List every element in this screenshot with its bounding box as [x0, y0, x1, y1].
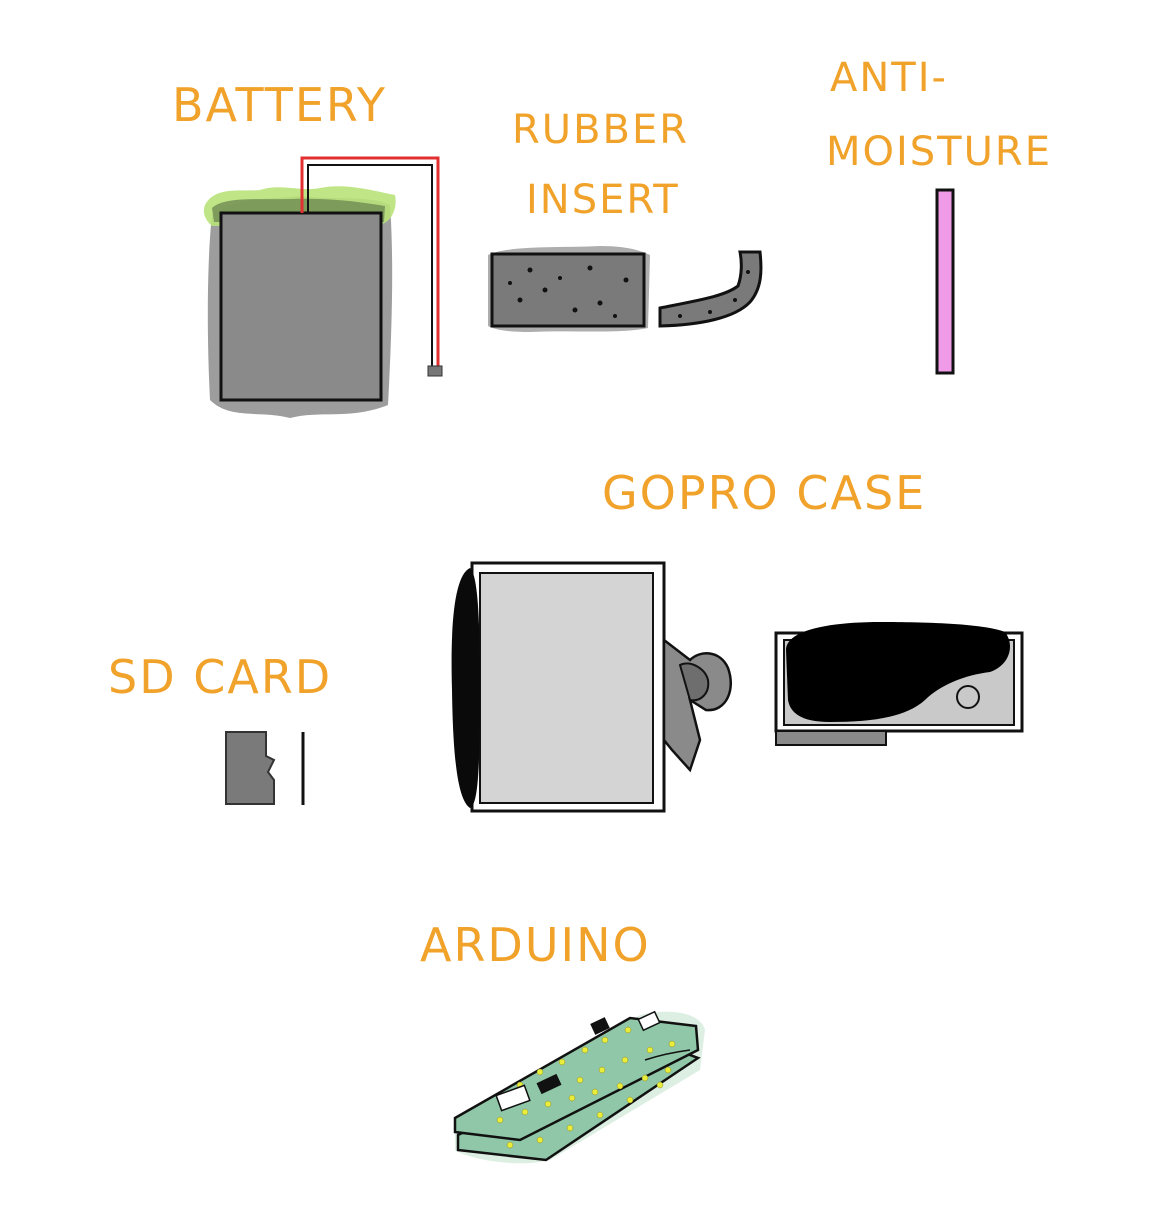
battery-label: BATTERY	[172, 78, 388, 132]
gopro-case-side-drawing	[774, 622, 1024, 746]
arduino-label: ARDUINO	[420, 918, 651, 972]
sd-card-drawing	[225, 731, 305, 805]
gopro-case-front-drawing	[451, 561, 733, 813]
anti-moisture-label-line1: ANTI-	[830, 55, 948, 101]
anti-moisture-label-line2: MOISTURE	[826, 129, 1052, 175]
rubber-insert-drawing	[488, 246, 763, 332]
arduino-drawing	[453, 1010, 705, 1164]
rubber-insert-label-line2: INSERT	[526, 177, 680, 223]
rubber-insert-label-line1: RUBBER	[512, 107, 690, 153]
anti-moisture-strip-drawing	[935, 188, 955, 375]
sd-card-label: SD CARD	[108, 650, 333, 704]
battery-drawing	[203, 156, 443, 418]
gopro-case-label: GOPRO CASE	[602, 466, 927, 520]
